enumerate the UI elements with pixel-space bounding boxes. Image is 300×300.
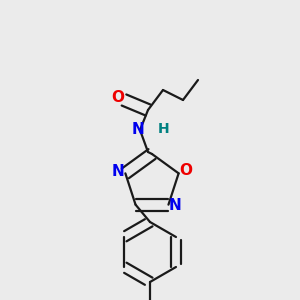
Text: N: N bbox=[112, 164, 125, 179]
Text: O: O bbox=[112, 91, 124, 106]
Text: N: N bbox=[169, 198, 182, 213]
Text: O: O bbox=[179, 163, 192, 178]
Text: N: N bbox=[132, 122, 144, 136]
Text: H: H bbox=[158, 122, 170, 136]
